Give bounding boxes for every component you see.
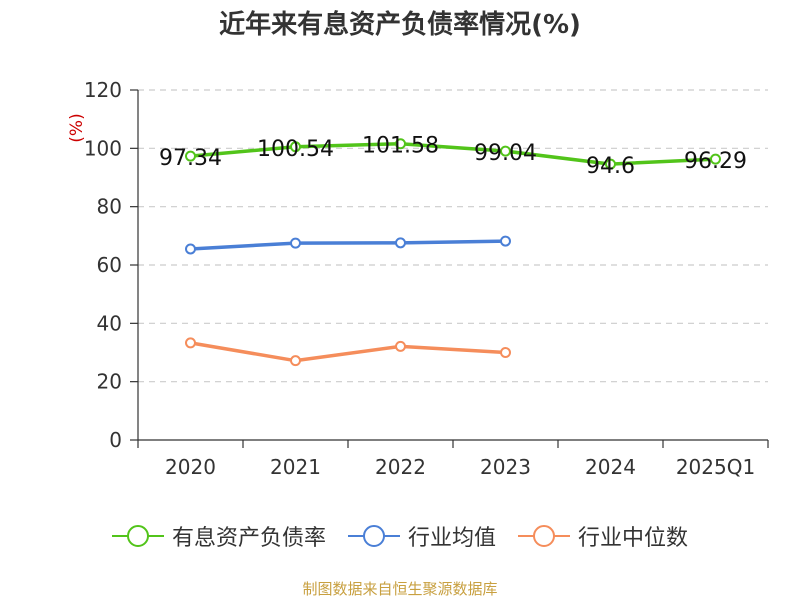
legend-marker xyxy=(362,525,385,547)
x-tick-label: 2022 xyxy=(375,455,426,479)
legend-marker xyxy=(126,525,149,547)
data-point xyxy=(395,340,406,352)
legend-item[interactable]: 行业中位数 xyxy=(518,520,688,552)
legend-label: 有息资产负债率 xyxy=(171,526,326,551)
data-point xyxy=(290,237,301,249)
data-label: 100.54 xyxy=(257,137,334,162)
legend-item[interactable]: 有息资产负债率 xyxy=(111,520,326,552)
data-point xyxy=(395,138,406,150)
data-label: 101.58 xyxy=(362,134,439,159)
series-line xyxy=(190,239,506,251)
data-label: 96.29 xyxy=(684,149,747,174)
data-point xyxy=(500,347,511,358)
data-point xyxy=(185,337,196,349)
x-tick-label: 2024 xyxy=(585,455,636,479)
y-tick-label: 20 xyxy=(97,370,122,394)
legend-label: 行业均值 xyxy=(407,526,496,551)
source-note: 制图数据来自恒生聚源数据库 xyxy=(302,580,498,598)
data-point xyxy=(185,150,196,162)
data-label: 94.6 xyxy=(586,154,635,179)
y-axis-label: (%) xyxy=(67,113,87,142)
data-point xyxy=(185,243,196,255)
x-tick-label: 2025Q1 xyxy=(676,455,755,479)
x-tick-label: 2023 xyxy=(480,455,531,479)
data-point xyxy=(500,235,511,247)
x-tick-label: 2021 xyxy=(270,455,321,479)
y-tick-label: 100 xyxy=(84,136,122,160)
data-point xyxy=(290,355,301,367)
chart-title: 近年来有息资产负债率情况(%) xyxy=(219,10,581,40)
data-point xyxy=(605,158,616,170)
y-tick-label: 120 xyxy=(84,78,122,102)
data-point xyxy=(395,237,406,249)
legend-marker xyxy=(533,525,555,547)
data-point xyxy=(500,145,511,157)
legend: 有息资产负债率 行业均值 行业中位数 xyxy=(0,520,800,552)
y-tick-label: 80 xyxy=(97,195,122,219)
x-tick-label: 2020 xyxy=(165,455,216,479)
legend-item[interactable]: 行业均值 xyxy=(347,520,496,552)
legend-swatch xyxy=(111,524,164,548)
legend-label: 行业中位数 xyxy=(578,526,689,551)
data-point xyxy=(290,141,301,153)
legend-swatch xyxy=(347,524,400,548)
series-line xyxy=(190,341,506,363)
data-label: 99.04 xyxy=(474,141,537,166)
data-point xyxy=(710,153,721,165)
y-tick-label: 0 xyxy=(109,428,122,452)
legend-swatch xyxy=(518,524,570,548)
y-tick-label: 60 xyxy=(97,253,122,277)
data-label: 97.34 xyxy=(159,146,222,171)
series-line xyxy=(190,141,716,166)
y-tick-label: 40 xyxy=(97,311,122,335)
